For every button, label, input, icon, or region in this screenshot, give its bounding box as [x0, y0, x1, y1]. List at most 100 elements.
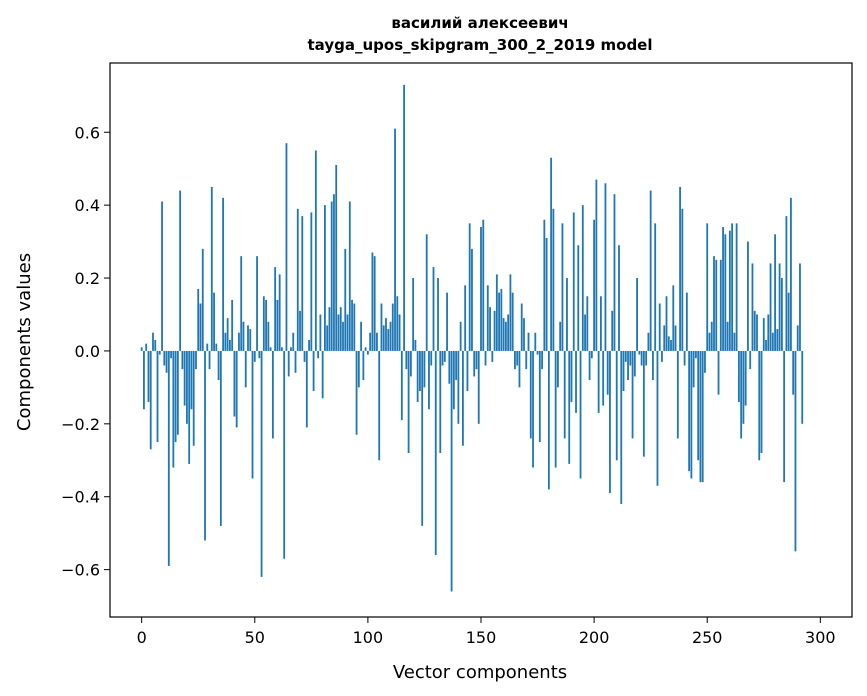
bar-207 [609, 350, 611, 494]
bar-135 [446, 292, 448, 351]
bar-235 [672, 285, 675, 351]
bar-186 [561, 223, 564, 351]
bar-48 [249, 329, 252, 351]
bar-286 [787, 292, 790, 351]
bar-237 [676, 350, 679, 439]
bar-280 [774, 234, 776, 351]
bar-142 [462, 350, 464, 446]
bar-136 [448, 350, 451, 384]
bar-39 [228, 340, 231, 351]
bar-6 [154, 340, 157, 351]
bar-79 [319, 314, 322, 351]
bar-54 [262, 296, 265, 351]
bar-104 [376, 332, 378, 351]
bar-246 [697, 350, 700, 461]
bar-197 [586, 296, 589, 351]
bar-86 [335, 165, 338, 351]
bar-274 [760, 350, 763, 453]
bar-21 [188, 350, 191, 464]
bar-5 [152, 332, 154, 351]
bar-272 [756, 314, 758, 351]
bar-117 [405, 350, 408, 370]
bar-134 [443, 350, 446, 362]
bar-65 [287, 350, 290, 377]
bar-35 [219, 350, 222, 526]
bar-263 [735, 223, 738, 351]
bar-149 [477, 350, 480, 424]
y-axis-label: Components values [14, 253, 35, 431]
bar-110 [389, 321, 392, 351]
bar-148 [475, 350, 478, 370]
x-tick-label: 50 [245, 628, 265, 647]
bar-111 [391, 303, 394, 351]
bar-105 [378, 350, 381, 461]
bar-31 [210, 186, 213, 351]
bar-248 [701, 350, 704, 483]
bar-43 [238, 332, 240, 351]
y-axis-ticks: −0.6 −0.4 −0.2 0.0 0.2 0.4 0.6 [61, 123, 110, 580]
bar-98 [362, 350, 365, 381]
bar-1 [143, 350, 145, 410]
bar-141 [459, 321, 462, 351]
bar-102 [371, 252, 374, 351]
bar-211 [618, 245, 620, 351]
bar-19 [183, 350, 186, 406]
bar-244 [692, 350, 695, 388]
bar-290 [796, 325, 799, 351]
y-tick-label: 0.4 [75, 196, 100, 215]
bar-158 [498, 292, 500, 351]
bar-291 [799, 263, 801, 351]
bar-210 [615, 350, 618, 461]
bar-121 [414, 340, 417, 351]
bar-88 [339, 307, 342, 351]
bar-87 [337, 314, 340, 351]
bar-95 [355, 350, 358, 435]
bar-133 [441, 350, 444, 366]
bar-153 [486, 285, 489, 351]
y-tick-label: −0.6 [61, 561, 100, 580]
bar-16 [176, 350, 179, 435]
y-tick-label: 0.0 [75, 342, 100, 361]
bar-144 [466, 350, 469, 392]
bar-252 [710, 321, 713, 351]
bar-238 [679, 186, 681, 351]
bar-130 [434, 350, 437, 556]
bar-75 [310, 212, 313, 351]
bar-0 [140, 347, 143, 351]
bar-37 [224, 332, 227, 351]
bar-202 [597, 350, 600, 413]
bar-200 [593, 219, 596, 351]
y-tick-label: 0.2 [75, 269, 100, 288]
bar-151 [482, 219, 485, 351]
bar-63 [283, 350, 286, 559]
bar-84 [330, 201, 333, 351]
bar-195 [581, 205, 584, 351]
bar-52 [258, 350, 261, 359]
bar-36 [222, 197, 225, 351]
bar-287 [790, 197, 792, 351]
bar-46 [244, 350, 247, 388]
bar-161 [504, 321, 507, 351]
bar-114 [398, 314, 401, 351]
bar-219 [636, 278, 638, 351]
bar-203 [599, 296, 602, 351]
x-axis-ticks: 0 50 100 150 200 250 300 [137, 617, 836, 647]
bar-242 [688, 350, 691, 472]
bar-188 [566, 278, 568, 351]
bar-118 [407, 350, 410, 453]
bar-74 [308, 340, 310, 351]
x-tick-label: 150 [466, 628, 497, 647]
bar-199 [590, 350, 593, 359]
bar-69 [296, 208, 299, 351]
bar-173 [532, 350, 534, 468]
bar-281 [776, 329, 779, 351]
bar-271 [753, 310, 756, 351]
bar-138 [452, 350, 455, 410]
bar-67 [292, 332, 295, 351]
bar-13 [170, 350, 172, 359]
bar-284 [783, 350, 786, 483]
bar-164 [511, 292, 514, 351]
bar-220 [638, 350, 641, 355]
bar-22 [190, 350, 193, 410]
bar-71 [301, 216, 304, 351]
